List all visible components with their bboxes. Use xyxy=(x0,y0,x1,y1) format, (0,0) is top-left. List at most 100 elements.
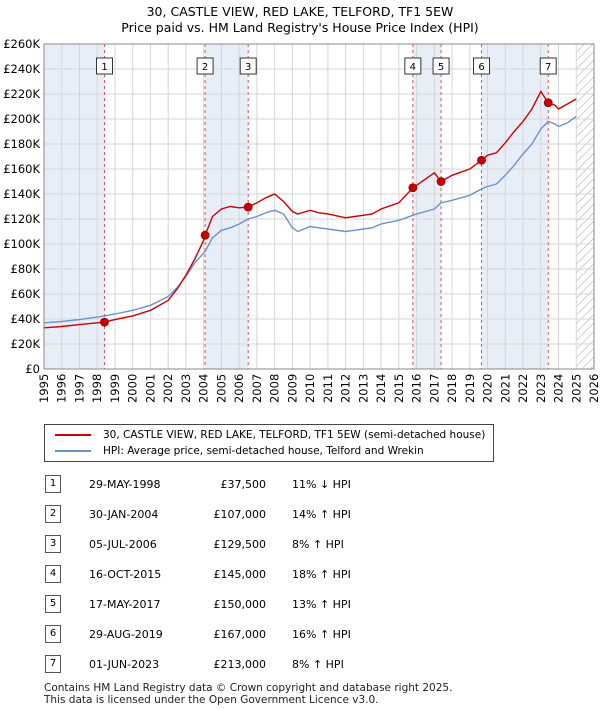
hpi-series-line xyxy=(44,115,577,324)
sale-point xyxy=(100,317,109,327)
y-tick-label: £140K xyxy=(3,187,40,201)
x-tick-label: 2004 xyxy=(197,374,211,403)
x-tick-label: 2010 xyxy=(303,374,317,403)
sale-date: 29-MAY-1998 xyxy=(89,478,161,491)
legend-item-price: 30, CASTLE VIEW, RED LAKE, TELFORD, TF1 … xyxy=(55,428,485,442)
sale-date: 05-JUL-2006 xyxy=(89,538,157,551)
sale-price: £107,000 xyxy=(213,508,267,521)
sale-date: 16-OCT-2015 xyxy=(89,568,162,581)
x-tick-label: 2007 xyxy=(250,374,264,403)
x-tick-label: 2000 xyxy=(126,374,140,403)
y-tick-label: £100K xyxy=(3,237,40,251)
sale-number-badge: 3 xyxy=(45,535,61,553)
x-tick-label: 2015 xyxy=(392,374,406,403)
x-tick-label: 2005 xyxy=(214,374,228,403)
sale-price: £213,000 xyxy=(213,658,267,671)
sale-label-text: 4 xyxy=(410,62,416,73)
sale-date: 01-JUN-2023 xyxy=(89,658,160,671)
price-paid-series-line xyxy=(44,90,577,329)
table-row: 7 01-JUN-2023 £213,000 8% ↑ HPI xyxy=(44,654,404,674)
table-row: 6 29-AUG-2019 £167,000 16% ↑ HPI xyxy=(44,624,404,644)
x-tick-label: 2017 xyxy=(427,374,441,403)
y-tick-label: £260K xyxy=(3,37,40,51)
legend-item-hpi: HPI: Average price, semi-detached house,… xyxy=(55,444,424,458)
sale-hpi-diff: 16% ↑ HPI xyxy=(292,628,351,641)
ownership-shade xyxy=(205,44,249,369)
ownership-shade xyxy=(481,44,549,369)
sale-number-badge: 7 xyxy=(45,655,61,673)
sale-hpi-diff: 14% ↑ HPI xyxy=(292,508,351,521)
sale-number-badge: 5 xyxy=(45,595,61,613)
x-tick-label: 2002 xyxy=(161,374,175,403)
sale-date: 30-JAN-2004 xyxy=(89,508,159,521)
sale-label-box xyxy=(473,57,491,75)
attribution-line-2: This data is licensed under the Open Gov… xyxy=(44,694,379,706)
x-tick-label: 1999 xyxy=(108,374,122,403)
sale-point xyxy=(243,202,253,212)
sale-hpi-diff: 8% ↑ HPI xyxy=(292,658,344,671)
sale-label-text: 2 xyxy=(202,62,208,73)
x-tick-label: 2011 xyxy=(321,374,335,403)
x-tick-label: 1997 xyxy=(72,374,86,403)
legend-price-label: 30, CASTLE VIEW, RED LAKE, TELFORD, TF1 … xyxy=(103,429,486,441)
sale-label-text: 3 xyxy=(245,62,251,73)
x-tick-label: 2023 xyxy=(534,374,548,403)
x-tick-label: 2022 xyxy=(516,374,530,403)
y-tick-label: £240K xyxy=(3,62,40,76)
sale-number-badge: 6 xyxy=(45,625,61,643)
sale-price: £37,500 xyxy=(220,478,267,491)
x-tick-label: 2012 xyxy=(339,374,353,403)
table-row: 3 05-JUL-2006 £129,500 8% ↑ HPI xyxy=(44,534,404,554)
attribution: Contains HM Land Registry data © Crown c… xyxy=(44,682,452,706)
y-tick-label: £60K xyxy=(11,287,41,301)
sale-hpi-diff: 8% ↑ HPI xyxy=(292,538,344,551)
ownership-shade xyxy=(44,44,105,369)
sale-point xyxy=(436,177,446,186)
sale-point xyxy=(408,183,418,193)
sale-point xyxy=(200,230,210,240)
sale-label-box xyxy=(196,57,214,75)
sale-price: £129,500 xyxy=(213,538,267,551)
x-tick-label: 2024 xyxy=(552,374,566,403)
sale-number-badge: 2 xyxy=(45,505,61,523)
sale-hpi-diff: 18% ↑ HPI xyxy=(292,568,351,581)
y-tick-label: £200K xyxy=(3,112,40,126)
chart-title: 30, CASTLE VIEW, RED LAKE, TELFORD, TF1 … xyxy=(146,4,454,19)
x-tick-label: 1995 xyxy=(37,374,51,403)
sale-label-text: 5 xyxy=(438,62,444,73)
sale-number-badge: 1 xyxy=(45,475,61,493)
table-row: 2 30-JAN-2004 £107,000 14% ↑ HPI xyxy=(44,504,404,524)
price-chart: 1 2 3 4 5 6 7 £0 £20K £40K £60K £80K £100K £120K £140K… xyxy=(3,37,600,403)
x-tick-label: 2021 xyxy=(498,374,512,403)
sale-label-text: 1 xyxy=(101,62,107,73)
legend-hpi-label: HPI: Average price, semi-detached house,… xyxy=(103,445,424,457)
sale-label-box xyxy=(539,57,557,75)
x-tick-label: 2013 xyxy=(356,374,370,403)
y-tick-label: £80K xyxy=(11,262,41,276)
sale-label-text: 6 xyxy=(478,62,484,73)
sale-price: £145,000 xyxy=(213,568,267,581)
x-tick-label: 2020 xyxy=(481,374,495,403)
x-tick-label: 2008 xyxy=(268,374,282,403)
sale-point xyxy=(543,98,553,108)
x-tick-label: 1998 xyxy=(90,374,104,403)
x-tick-label: 2019 xyxy=(463,374,477,403)
y-tick-label: £40K xyxy=(11,312,41,326)
forecast-hatch xyxy=(576,44,594,369)
plot-frame xyxy=(43,43,595,370)
sale-hpi-diff: 11% ↓ HPI xyxy=(292,478,351,491)
legend: 30, CASTLE VIEW, RED LAKE, TELFORD, TF1 … xyxy=(44,424,494,462)
y-tick-label: £0 xyxy=(25,362,40,376)
y-tick-label: £120K xyxy=(3,212,40,226)
attribution-line-1: Contains HM Land Registry data © Crown c… xyxy=(44,682,453,694)
x-tick-label: 2009 xyxy=(285,374,299,403)
sale-label-text: 7 xyxy=(545,62,551,73)
x-tick-label: 2006 xyxy=(232,374,246,403)
legend-price-swatch xyxy=(55,434,91,436)
legend-hpi-swatch xyxy=(55,450,91,452)
sale-price: £150,000 xyxy=(213,598,267,611)
x-tick-label: 2016 xyxy=(410,374,424,403)
table-row: 1 29-MAY-1998 £37,500 11% ↓ HPI xyxy=(44,474,404,494)
sale-date: 17-MAY-2017 xyxy=(89,598,161,611)
sale-label-box xyxy=(404,57,422,75)
